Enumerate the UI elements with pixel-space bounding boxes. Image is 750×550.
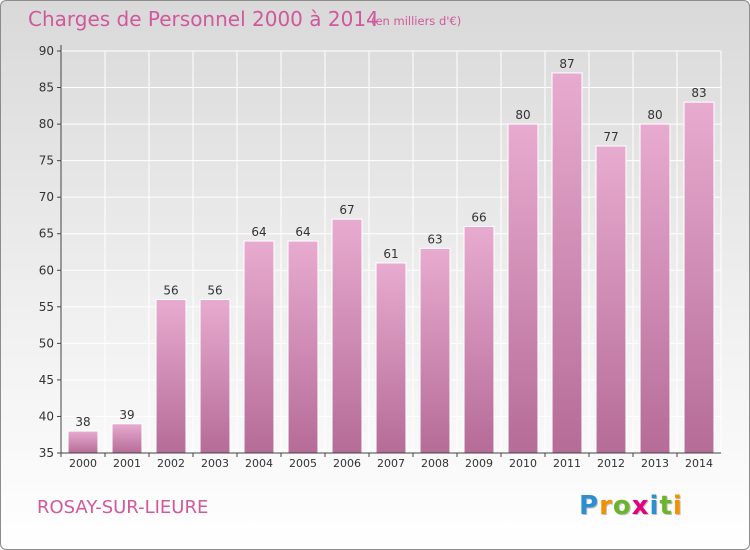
bar-value-label: 39	[119, 408, 134, 422]
bar-value-label: 63	[427, 232, 442, 246]
bar-2000	[67, 430, 99, 454]
bar-value-label: 56	[207, 284, 222, 298]
x-tick-label: 2013	[641, 457, 669, 470]
x-tick-label: 2009	[465, 457, 493, 470]
bar-value-label: 80	[515, 108, 530, 122]
bar-2002	[155, 299, 187, 454]
x-tick-label: 2000	[69, 457, 97, 470]
logo-letter: r	[599, 491, 613, 521]
y-tick-label: 60	[39, 263, 54, 277]
bar-2005	[287, 240, 319, 454]
x-tick-label: 2004	[245, 457, 273, 470]
bar-value-label: 64	[251, 225, 266, 239]
bar-2008	[419, 247, 451, 454]
bar-2003	[199, 299, 231, 454]
x-tick-label: 2011	[553, 457, 581, 470]
x-tick-label: 2010	[509, 457, 537, 470]
bar-value-label: 61	[383, 247, 398, 261]
bar-value-label: 83	[691, 86, 706, 100]
bar-value-label: 87	[559, 57, 574, 71]
x-tick-label: 2007	[377, 457, 405, 470]
logo-letter: P	[579, 491, 600, 521]
bar-value-label: 77	[603, 130, 618, 144]
bar-2011	[551, 72, 583, 454]
bar-2010	[507, 123, 539, 454]
bar-value-label: 56	[163, 284, 178, 298]
y-tick-label: 65	[39, 227, 54, 241]
bar-value-label: 38	[75, 415, 90, 429]
chart-title: Charges de Personnel 2000 à 2014	[28, 7, 379, 31]
x-tick-label: 2003	[201, 457, 229, 470]
y-tick-label: 85	[39, 81, 54, 95]
bar-value-label: 67	[339, 203, 354, 217]
bar-2012	[595, 145, 627, 454]
bar-value-label: 64	[295, 225, 310, 239]
x-tick-label: 2005	[289, 457, 317, 470]
bar-2014	[683, 101, 715, 454]
chart-subtitle: (en milliers d'€)	[371, 14, 462, 28]
axes	[57, 45, 721, 457]
bar-2013	[639, 123, 671, 454]
y-tick-label: 35	[39, 446, 54, 460]
proxiti-logo[interactable]: Proxiti	[579, 491, 683, 521]
x-tick-label: 2014	[685, 457, 713, 470]
y-tick-label: 50	[39, 336, 54, 350]
x-tick-label: 2008	[421, 457, 449, 470]
bar-value-label: 66	[471, 210, 486, 224]
x-tick-label: 2002	[157, 457, 185, 470]
logo-letter: i	[672, 491, 683, 521]
y-tick-label: 75	[39, 154, 54, 168]
logo-letter: o	[612, 491, 632, 521]
x-tick-label: 2006	[333, 457, 361, 470]
logo-letter: t	[659, 491, 673, 521]
y-tick-label: 70	[39, 190, 54, 204]
bars	[67, 72, 715, 454]
y-tick-label: 45	[39, 373, 54, 387]
bar-2006	[331, 218, 363, 454]
bar-2009	[463, 225, 495, 454]
x-tick-label: 2001	[113, 457, 141, 470]
bar-value-label: 80	[647, 108, 662, 122]
y-tick-label: 80	[39, 117, 54, 131]
logo-letter: x	[631, 491, 650, 521]
labels: 35 40 45 50 55 60 65 70 75 80 85 90 38 2000 39 2001 56 20…	[39, 44, 713, 470]
bar-2004	[243, 240, 275, 454]
bar-2007	[375, 262, 407, 454]
commune-name: ROSAY-SUR-LIEURE	[37, 497, 209, 518]
logo-letter: i	[649, 491, 660, 521]
y-tick-label: 90	[39, 44, 54, 58]
bar-2001	[111, 423, 143, 454]
x-tick-label: 2012	[597, 457, 625, 470]
y-tick-label: 40	[39, 409, 54, 423]
y-tick-label: 55	[39, 300, 54, 314]
